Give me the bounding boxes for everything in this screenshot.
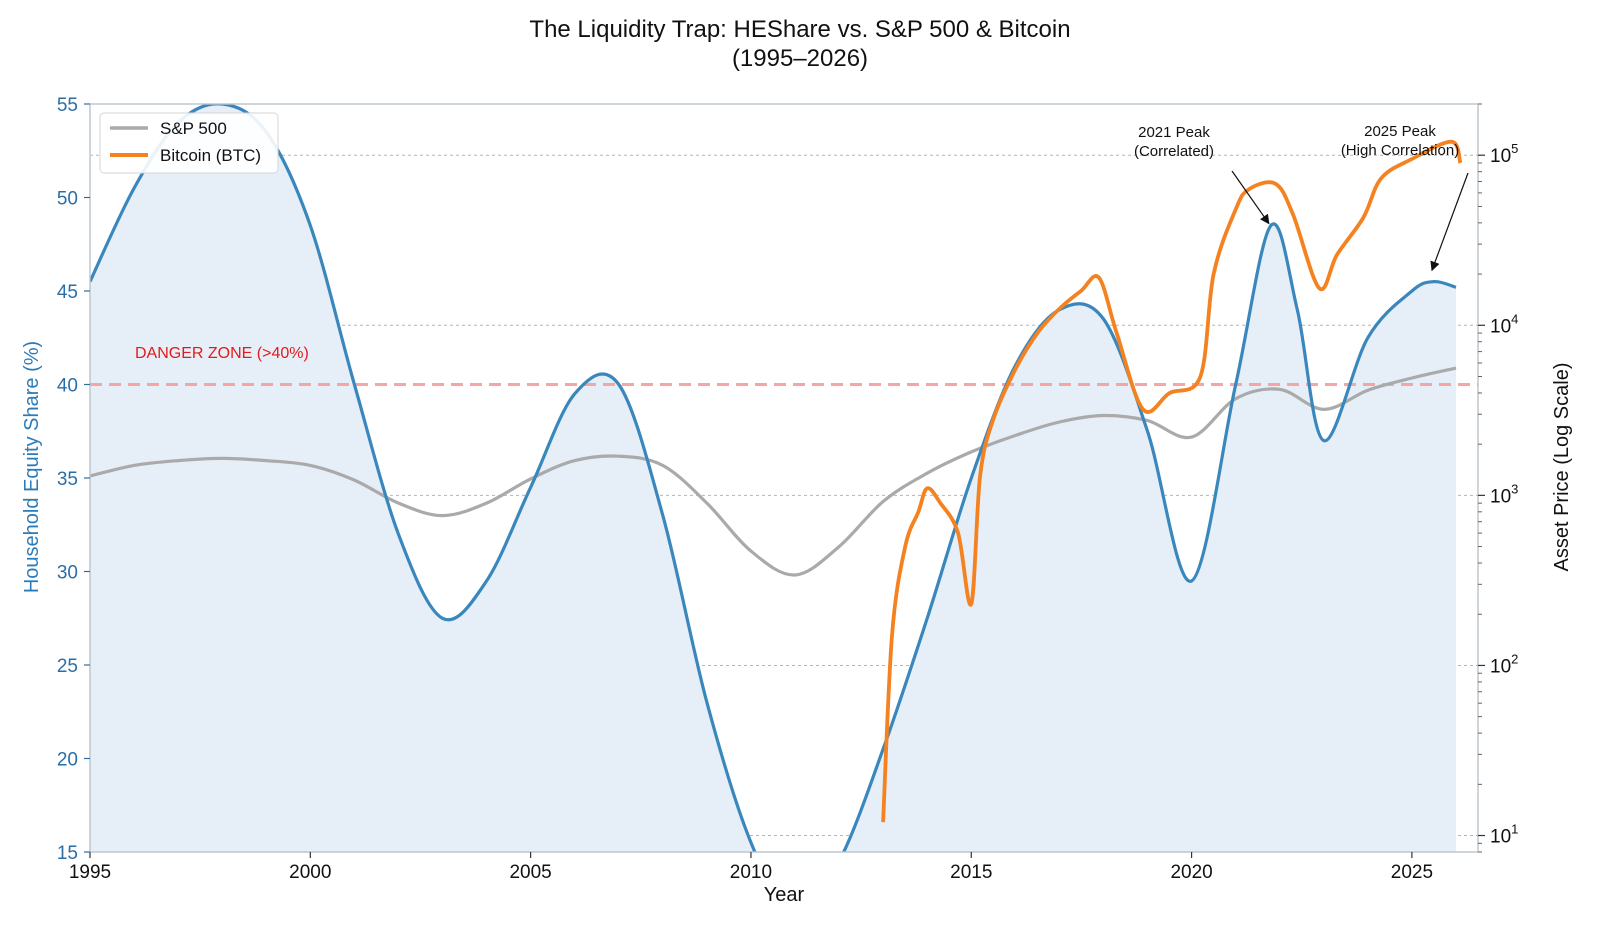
annotation-text: 2021 Peak xyxy=(1138,124,1210,141)
legend-label: Bitcoin (BTC) xyxy=(160,146,261,165)
y-right-tick-base: 10 xyxy=(1490,316,1511,337)
y-left-tick-label: 40 xyxy=(57,376,78,397)
y-left-tick-label: 30 xyxy=(57,563,78,584)
x-tick-label: 2000 xyxy=(289,862,331,883)
y-right-tick-label: 102 xyxy=(1490,651,1518,677)
legend-layer: S&P 500 Bitcoin (BTC) xyxy=(99,112,279,174)
annotation-layer: 2021 Peak (Correlated) 2025 Peak (High Corr… xyxy=(1134,123,1469,272)
annotation-arrow xyxy=(1231,170,1270,225)
y-right-tick-base: 10 xyxy=(1490,146,1511,167)
annotation-arrow xyxy=(1430,172,1469,272)
danger-zone-label: DANGER ZONE (>40%) xyxy=(135,345,309,362)
y-right-tick-label: 101 xyxy=(1490,822,1518,848)
legend-label: S&P 500 xyxy=(160,119,227,138)
lines-layer xyxy=(90,104,1463,852)
y-axis-right-label: Asset Price (Log Scale) xyxy=(1551,363,1573,572)
y-right-tick-label: 103 xyxy=(1490,481,1518,507)
y-left-tick-label: 25 xyxy=(57,656,78,677)
area-layer xyxy=(90,104,1456,852)
y-right-tick-exponent: 5 xyxy=(1511,141,1518,156)
y-left-tick-label: 20 xyxy=(57,750,78,771)
y-left-tick-label: 15 xyxy=(57,843,78,864)
annotation-text: (Correlated) xyxy=(1134,143,1214,160)
y-left-tick-label: 45 xyxy=(57,282,78,303)
y-right-tick-base: 10 xyxy=(1490,656,1511,677)
y-right-tick-exponent: 1 xyxy=(1511,822,1518,837)
annotation-text: 2025 Peak xyxy=(1364,123,1436,140)
chart-subtitle: (1995–2026) xyxy=(732,45,868,72)
y-right-tick-base: 10 xyxy=(1490,486,1511,507)
annotation-text: (High Correlation) xyxy=(1341,142,1459,159)
y-right-tick-base: 10 xyxy=(1490,827,1511,848)
y-left-tick-label: 55 xyxy=(57,95,78,116)
x-tick-label: 2025 xyxy=(1391,862,1433,883)
y-right-tick-exponent: 4 xyxy=(1511,311,1518,326)
y-right-tick-label: 104 xyxy=(1490,311,1518,337)
axes-layer: 1995 2000 2005 2010 2015 2020 2025152025303540… xyxy=(57,95,1519,883)
y-right-tick-label: 105 xyxy=(1490,141,1518,167)
heshare-area xyxy=(90,104,1456,852)
y-right-tick-exponent: 2 xyxy=(1511,651,1518,666)
x-tick-label: 2005 xyxy=(509,862,551,883)
y-left-tick-label: 35 xyxy=(57,469,78,490)
x-axis-label: Year xyxy=(764,884,805,906)
x-tick-label: 2015 xyxy=(950,862,992,883)
x-tick-label: 2020 xyxy=(1170,862,1212,883)
y-right-tick-exponent: 3 xyxy=(1511,481,1518,496)
heshare-line xyxy=(90,104,1457,852)
btc-line xyxy=(881,139,1463,823)
y-axis-left-label: Household Equity Share (%) xyxy=(21,341,43,593)
x-tick-label: 2010 xyxy=(730,862,772,883)
x-tick-label: 1995 xyxy=(69,862,111,883)
y-left-tick-label: 50 xyxy=(57,189,78,210)
chart-title: The Liquidity Trap: HEShare vs. S&P 500 … xyxy=(529,16,1070,43)
